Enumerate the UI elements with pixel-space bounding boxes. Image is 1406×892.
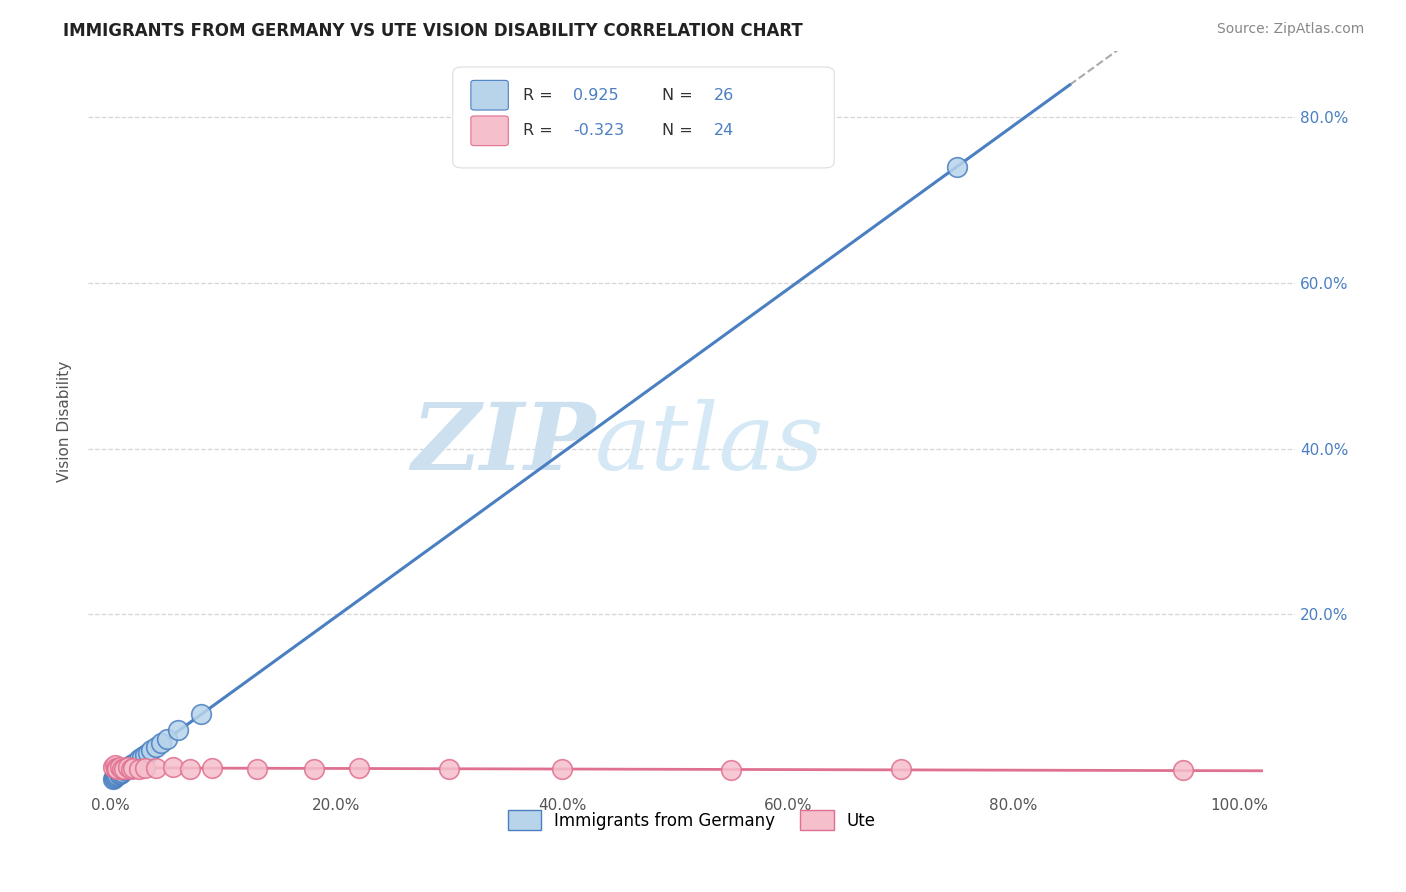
- Point: [120, 763, 142, 777]
- Text: 0.925: 0.925: [574, 87, 619, 103]
- Point: [946, 160, 969, 174]
- Point: [107, 762, 129, 776]
- Point: [101, 760, 124, 774]
- Point: [105, 761, 128, 775]
- Point: [128, 752, 150, 766]
- Point: [104, 770, 127, 784]
- Point: [141, 743, 163, 757]
- Point: [150, 736, 173, 750]
- Point: [118, 760, 141, 774]
- Point: [110, 765, 132, 780]
- Point: [103, 771, 125, 785]
- Point: [179, 763, 201, 777]
- Text: N =: N =: [662, 123, 697, 138]
- Point: [302, 763, 325, 777]
- FancyBboxPatch shape: [471, 116, 509, 145]
- Point: [162, 760, 184, 774]
- Point: [112, 764, 135, 778]
- Point: [111, 764, 134, 779]
- Y-axis label: Vision Disability: Vision Disability: [58, 361, 72, 483]
- Point: [145, 761, 167, 775]
- Legend: Immigrants from Germany, Ute: Immigrants from Germany, Ute: [501, 804, 883, 837]
- Point: [124, 755, 146, 769]
- Text: 24: 24: [713, 123, 734, 138]
- Text: ZIP: ZIP: [411, 399, 595, 489]
- Point: [720, 764, 742, 778]
- Point: [115, 762, 138, 776]
- Point: [890, 763, 912, 777]
- Text: atlas: atlas: [595, 399, 825, 489]
- FancyBboxPatch shape: [471, 80, 509, 110]
- Point: [108, 766, 131, 780]
- Point: [122, 761, 145, 775]
- Point: [117, 760, 139, 774]
- Text: -0.323: -0.323: [574, 123, 624, 138]
- Point: [134, 761, 156, 775]
- Point: [190, 706, 212, 721]
- Point: [167, 723, 190, 738]
- Point: [107, 768, 129, 782]
- Point: [246, 762, 269, 776]
- Point: [201, 761, 224, 775]
- Text: Source: ZipAtlas.com: Source: ZipAtlas.com: [1216, 22, 1364, 37]
- Point: [111, 763, 134, 777]
- Point: [107, 767, 129, 781]
- Text: 26: 26: [713, 87, 734, 103]
- Point: [120, 758, 142, 772]
- Point: [551, 762, 574, 776]
- Point: [122, 756, 145, 771]
- Point: [347, 761, 370, 775]
- Point: [131, 750, 153, 764]
- Point: [104, 758, 127, 772]
- Text: N =: N =: [662, 87, 697, 103]
- Point: [101, 772, 124, 786]
- Point: [128, 762, 150, 776]
- Text: R =: R =: [523, 87, 558, 103]
- Text: IMMIGRANTS FROM GERMANY VS UTE VISION DISABILITY CORRELATION CHART: IMMIGRANTS FROM GERMANY VS UTE VISION DI…: [63, 22, 803, 40]
- Text: R =: R =: [523, 123, 558, 138]
- Point: [437, 763, 460, 777]
- Point: [156, 731, 179, 746]
- FancyBboxPatch shape: [453, 67, 834, 168]
- Point: [1171, 764, 1194, 778]
- Point: [134, 748, 156, 763]
- Point: [105, 769, 128, 783]
- Point: [108, 760, 131, 774]
- Point: [145, 740, 167, 755]
- Point: [112, 762, 135, 776]
- Point: [136, 746, 159, 760]
